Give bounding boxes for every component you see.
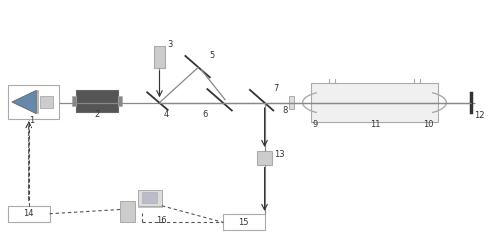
Text: 15: 15 (239, 218, 249, 227)
FancyBboxPatch shape (154, 46, 165, 68)
Text: 16: 16 (156, 216, 167, 226)
FancyBboxPatch shape (8, 206, 49, 222)
Text: 3: 3 (167, 40, 172, 49)
FancyBboxPatch shape (257, 151, 272, 165)
Text: 2: 2 (95, 110, 100, 119)
FancyBboxPatch shape (76, 90, 118, 112)
Text: 12: 12 (474, 111, 484, 120)
Text: 7: 7 (273, 84, 279, 93)
FancyBboxPatch shape (40, 96, 53, 108)
FancyBboxPatch shape (72, 97, 76, 106)
Text: 6: 6 (202, 110, 208, 119)
Text: 11: 11 (369, 120, 380, 129)
FancyBboxPatch shape (118, 97, 122, 106)
FancyBboxPatch shape (289, 96, 294, 109)
FancyBboxPatch shape (8, 85, 59, 119)
Text: 10: 10 (423, 120, 434, 129)
Text: 5: 5 (210, 51, 215, 60)
FancyBboxPatch shape (223, 214, 265, 230)
Text: 13: 13 (274, 150, 285, 159)
FancyBboxPatch shape (311, 83, 438, 122)
FancyBboxPatch shape (121, 201, 135, 222)
Text: 1: 1 (28, 116, 34, 125)
FancyBboxPatch shape (139, 190, 162, 206)
Text: 14: 14 (24, 209, 34, 218)
Text: 9: 9 (313, 120, 318, 129)
Text: 4: 4 (163, 110, 169, 119)
FancyBboxPatch shape (143, 192, 157, 203)
Polygon shape (12, 90, 36, 114)
Text: 8: 8 (282, 106, 288, 115)
